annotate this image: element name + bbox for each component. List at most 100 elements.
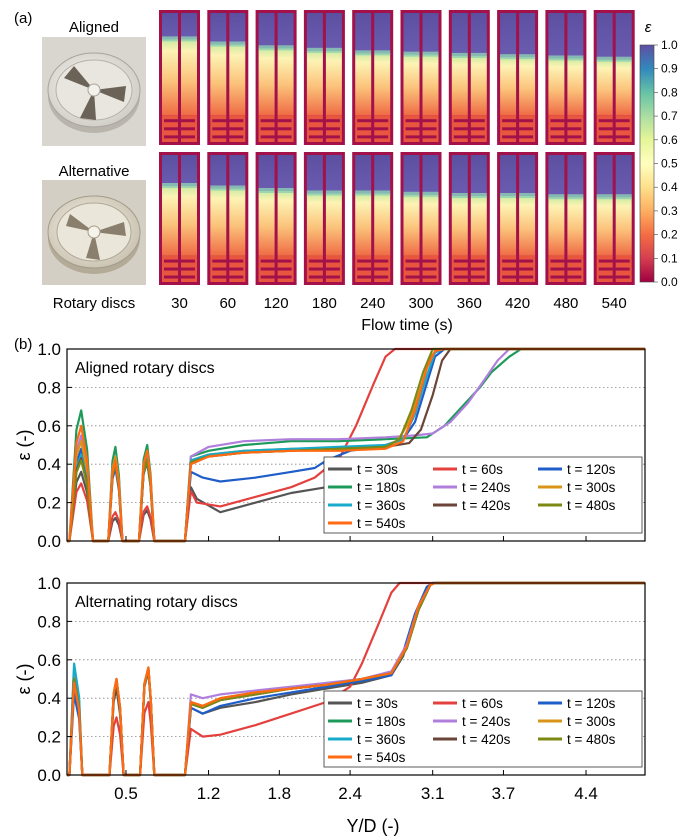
legend-item: t = 180s bbox=[328, 714, 406, 729]
contour-panel bbox=[207, 152, 249, 285]
time-label: 420 bbox=[505, 295, 530, 312]
time-label: 120 bbox=[264, 295, 289, 312]
legend-item: t = 300s bbox=[538, 714, 616, 729]
contour-row-aligned bbox=[159, 10, 635, 145]
contour-panel bbox=[545, 152, 587, 285]
contour-panel bbox=[593, 152, 635, 285]
colorbar bbox=[639, 44, 655, 283]
time-label: 540 bbox=[602, 295, 627, 312]
colorbar-tick-label: 0.8 bbox=[661, 85, 678, 99]
legend-item: t = 240s bbox=[433, 714, 511, 729]
colorbar-tick-label: 0.7 bbox=[661, 109, 678, 123]
series-line bbox=[67, 347, 645, 543]
y-axis-title: ε (-) bbox=[14, 663, 34, 694]
legend-item: t = 30s bbox=[328, 696, 398, 711]
contour-panel bbox=[497, 10, 539, 145]
x-axis-title: Y/D (-) bbox=[347, 816, 400, 836]
colorbar-tick-label: 0.1 bbox=[661, 251, 678, 265]
chart-annotation: Alternating rotary discs bbox=[75, 594, 238, 611]
time-label: 360 bbox=[457, 295, 482, 312]
y-tick-label: 0.2 bbox=[37, 728, 61, 747]
series-line bbox=[67, 581, 645, 777]
colorbar-tick-label: 1.0 bbox=[661, 38, 678, 52]
contour-panel bbox=[545, 10, 587, 145]
contour-panel bbox=[255, 152, 297, 285]
x-tick-label: 4.4 bbox=[574, 784, 598, 803]
row-label-aligned: Aligned bbox=[69, 19, 119, 36]
y-tick-label: 0.8 bbox=[37, 612, 61, 631]
contour-panel bbox=[400, 152, 442, 285]
contour-panel bbox=[448, 152, 490, 285]
legend-label: t = 240s bbox=[462, 480, 511, 495]
plot-frame bbox=[66, 582, 646, 776]
chart-alternating: 0.0 0.2 0.4 0.6 0.8 1.0 0.5 1.2 1.8 2.4 3.1 3.7 4.4 ε… bbox=[14, 574, 646, 803]
legend-item: t = 180s bbox=[328, 480, 406, 495]
contour-panel bbox=[352, 10, 394, 145]
time-label: 300 bbox=[408, 295, 433, 312]
legend-label: t = 30s bbox=[357, 696, 398, 711]
contour-panel bbox=[448, 10, 490, 145]
contour-panel bbox=[207, 10, 249, 145]
legend-item: t = 540s bbox=[328, 516, 406, 531]
x-tick-label: 1.2 bbox=[197, 784, 221, 803]
x-tick-label: 1.8 bbox=[268, 784, 292, 803]
panel-b-label: (b) bbox=[14, 336, 32, 353]
legend-label: t = 540s bbox=[357, 750, 406, 765]
legend-label: t = 120s bbox=[567, 462, 616, 477]
colorbar-tick-label: 0.9 bbox=[661, 62, 678, 76]
legend-label: t = 120s bbox=[567, 696, 616, 711]
y-tick-label: 0.4 bbox=[37, 455, 61, 474]
contour-panel bbox=[400, 10, 442, 145]
colorbar-symbol: ε bbox=[645, 19, 652, 36]
legend-item: t = 30s bbox=[328, 462, 398, 477]
legend-label: t = 60s bbox=[462, 696, 503, 711]
y-tick-label: 0.0 bbox=[37, 532, 61, 551]
legend-item: t = 120s bbox=[538, 462, 616, 477]
y-tick-label: 1.0 bbox=[37, 574, 61, 593]
rotary-discs-caption: Rotary discs bbox=[53, 295, 136, 312]
x-tick-label: 3.7 bbox=[492, 784, 516, 803]
contour-panel bbox=[159, 10, 200, 145]
legend-label: t = 180s bbox=[357, 480, 406, 495]
colorbar-tick-label: 0.4 bbox=[661, 180, 678, 194]
colorbar-tick-label: 0.3 bbox=[661, 204, 678, 218]
contour-panel bbox=[159, 152, 200, 285]
legend-label: t = 300s bbox=[567, 480, 616, 495]
legend-item: t = 420s bbox=[433, 498, 511, 513]
colorbar-tick-label: 0.0 bbox=[661, 275, 678, 289]
x-tick-label: 3.1 bbox=[421, 784, 445, 803]
contour-row-alternative bbox=[159, 152, 635, 285]
time-labels: 30 60 120 180 240 300 360 420 480 540 bbox=[171, 295, 627, 312]
legend-item: t = 420s bbox=[433, 732, 511, 747]
chart-annotation: Aligned rotary discs bbox=[75, 360, 215, 377]
x-tick-label: 2.4 bbox=[338, 784, 362, 803]
contour-panel bbox=[255, 10, 297, 145]
legend-label: t = 480s bbox=[567, 732, 616, 747]
legend-item: t = 360s bbox=[328, 732, 406, 747]
time-label: 30 bbox=[171, 295, 188, 312]
contour-panel bbox=[303, 10, 345, 145]
colorbar-ticks: 1.0 0.9 0.8 0.7 0.6 0.5 0.4 0.3 0.2 0.1 0.0 bbox=[654, 38, 678, 289]
legend-item: t = 240s bbox=[433, 480, 511, 495]
legend-label: t = 30s bbox=[357, 462, 398, 477]
photo-alternative bbox=[42, 180, 146, 285]
legend-label: t = 180s bbox=[357, 714, 406, 729]
x-tick-label: 0.5 bbox=[114, 784, 138, 803]
legend-label: t = 360s bbox=[357, 498, 406, 513]
legend-item: t = 540s bbox=[328, 750, 406, 765]
y-tick-label: 0.8 bbox=[37, 378, 61, 397]
y-tick-label: 1.0 bbox=[37, 340, 61, 359]
legend-label: t = 60s bbox=[462, 462, 503, 477]
legend-label: t = 480s bbox=[567, 498, 616, 513]
legend-item: t = 480s bbox=[538, 498, 616, 513]
colorbar-tick-label: 0.5 bbox=[661, 157, 678, 171]
y-tick-label: 0.6 bbox=[37, 651, 61, 670]
legend-label: t = 420s bbox=[462, 498, 511, 513]
legend-item: t = 480s bbox=[538, 732, 616, 747]
legend-label: t = 420s bbox=[462, 732, 511, 747]
flow-time-label: Flow time (s) bbox=[361, 317, 453, 334]
legend: t = 30s t = 60s t = 120s t = 180s t = 240s t … bbox=[323, 456, 643, 534]
legend-item: t = 300s bbox=[538, 480, 616, 495]
legend-label: t = 360s bbox=[357, 732, 406, 747]
photo-aligned bbox=[42, 37, 146, 146]
